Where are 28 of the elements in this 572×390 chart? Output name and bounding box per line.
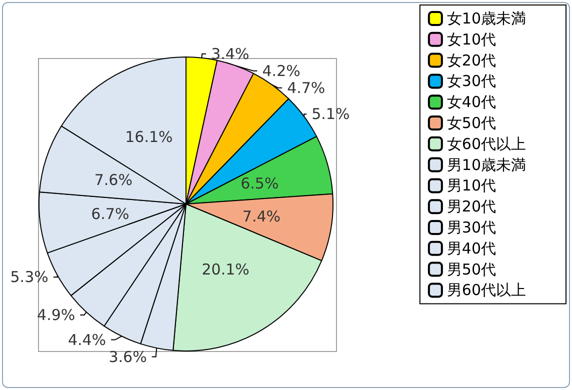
data-label: 3.6%: [108, 348, 147, 366]
legend-label: 女50代: [446, 114, 496, 132]
legend-label: 男10代: [446, 176, 496, 195]
legend-label: 女40代: [446, 93, 496, 112]
data-label: 4.7%: [287, 78, 326, 97]
legend-label: 女10代: [446, 30, 496, 48]
legend-label: 男60代以上: [446, 281, 526, 300]
data-label: 5.3%: [10, 268, 48, 286]
data-label: 16.1%: [125, 128, 173, 146]
legend-label: 男40代: [446, 239, 496, 258]
data-label: 6.5%: [240, 174, 279, 192]
data-label: 4.2%: [262, 62, 300, 80]
data-label: 7.4%: [242, 207, 281, 226]
data-label: 4.9%: [37, 306, 76, 324]
data-label: 3.4%: [211, 44, 250, 63]
legend-label: 女20代: [446, 51, 496, 70]
data-label: 5.1%: [312, 105, 350, 124]
legend-label: 男10歳未満: [446, 156, 526, 174]
legend-label: 男50代: [446, 260, 496, 278]
data-label: 20.1%: [202, 260, 250, 278]
legend-label: 男20代: [446, 198, 496, 216]
data-label: 4.4%: [68, 330, 106, 349]
legend-label: 女30代: [446, 72, 496, 90]
data-label: 7.6%: [94, 170, 132, 189]
legend-label: 女60代以上: [446, 134, 526, 153]
legend-label: 男30代: [446, 218, 496, 236]
legend-label: 女10歳未満: [446, 10, 526, 28]
data-label: 6.7%: [91, 204, 130, 223]
